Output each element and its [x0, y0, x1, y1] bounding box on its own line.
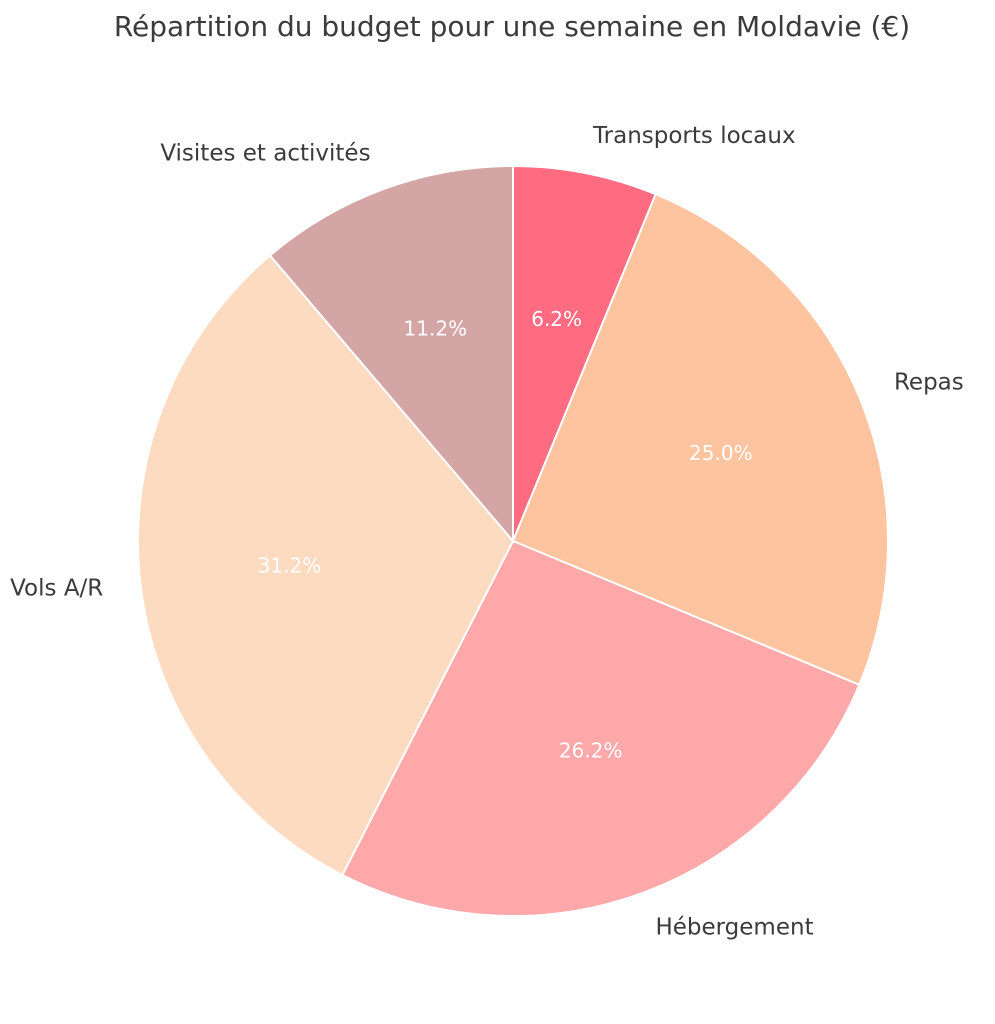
slice-repas	[511, 192, 889, 687]
slice-vols-a-r	[137, 254, 515, 877]
slice-transports-locaux	[512, 164, 657, 542]
slice-percent-hebergement: 26.2%	[559, 739, 623, 763]
slice-percent-repas: 25.0%	[689, 441, 753, 465]
slice-label-repas: Repas	[894, 369, 964, 395]
pie-labels: Transports locaux 6.2% Repas 25.0% Hébergeme…	[10, 123, 964, 941]
slice-label-hebergement: Hébergement	[655, 915, 813, 941]
slice-percent-vols-a-r: 31.2%	[258, 554, 322, 578]
pie-slices	[137, 164, 889, 917]
slice-label-visites-et-activites: Visites et activités	[160, 140, 370, 166]
chart-title: Répartition du budget pour une semaine e…	[114, 10, 910, 43]
slice-label-transports-locaux: Transports locaux	[592, 123, 796, 149]
slice-label-vols-a-r: Vols A/R	[10, 575, 103, 601]
slice-percent-visites-et-activites: 11.2%	[404, 316, 468, 340]
slice-percent-transports-locaux: 6.2%	[531, 307, 582, 331]
slice-visites-et-activites	[268, 164, 514, 544]
slice-hebergement	[341, 539, 861, 917]
